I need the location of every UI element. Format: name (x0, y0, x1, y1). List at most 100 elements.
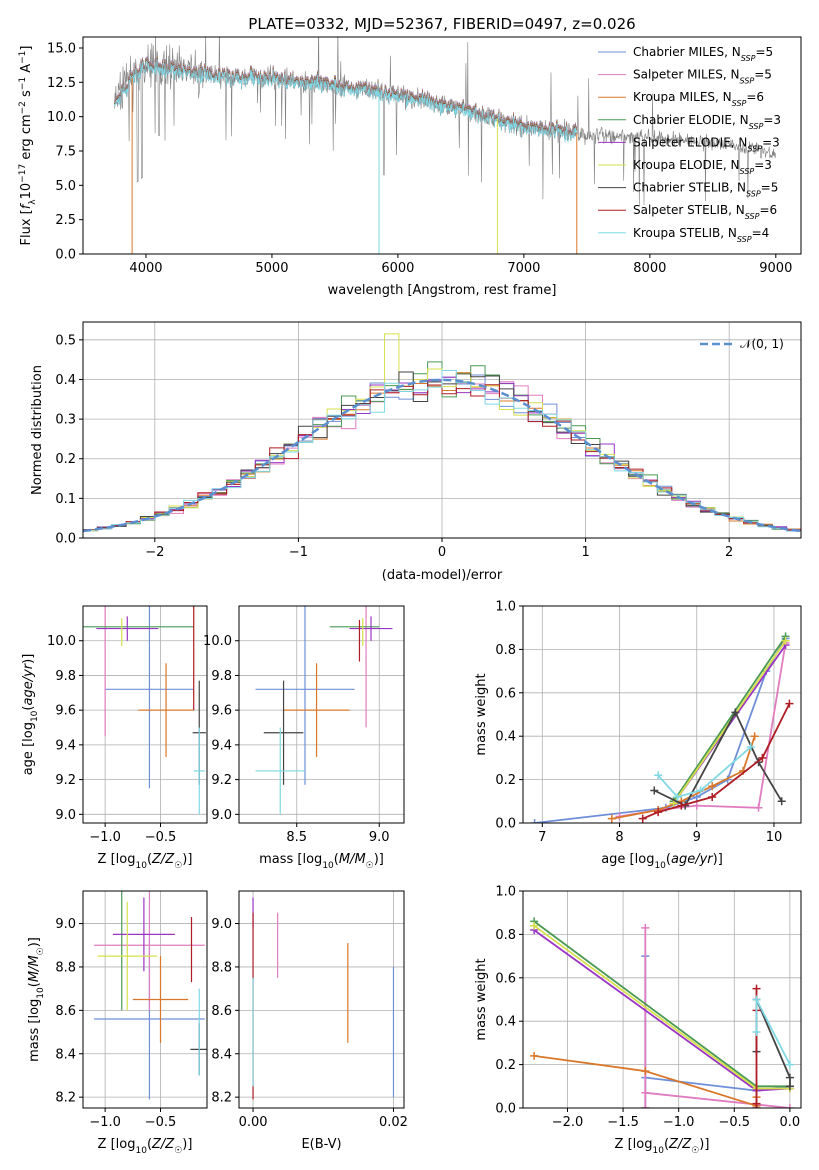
legend-label: Chabrier ELODIE, NSSP=3 (633, 113, 781, 131)
y-axis-label: Normed distribution (30, 365, 45, 495)
y-axis-label: mass weight (474, 958, 489, 1040)
y-tick-label: 2.5 (55, 213, 76, 228)
x-tick-label: 0.0 (780, 1115, 801, 1130)
mass-weight-marker (785, 1073, 794, 1082)
x-tick-label: 5000 (255, 261, 288, 276)
panel-mass-weight-vs-Z: −2.0 −1.5 −1.0 −0.5 0.0 0.0 0.2 0.4 0.6 0.8 1.0 Z [… (474, 885, 802, 1156)
model-spectrum-line (114, 59, 577, 143)
y-tick-label: 10.0 (47, 110, 76, 125)
legend-label: Salpeter STELIB, NSSP=6 (633, 203, 777, 221)
mass-weight-marker (754, 803, 763, 812)
y-tick-label: 0.0 (495, 1102, 516, 1117)
y-tick-label: 9.6 (211, 704, 232, 719)
mass-weight-line (672, 635, 787, 802)
x-tick-label: −1.0 (89, 830, 121, 845)
y-tick-label: 1.0 (495, 885, 516, 900)
y-tick-label: 12.5 (47, 76, 76, 91)
y-tick-label: 0.3 (55, 413, 76, 428)
y-tick-label: 8.4 (55, 1047, 76, 1062)
axes-frame (522, 605, 802, 824)
legend-label: Kroupa STELIB, NSSP=4 (633, 226, 769, 244)
mass-weight-marker (641, 923, 650, 932)
mass-weight-marker (692, 801, 701, 810)
y-axis-label: Flux [fλ10−17 erg cm−2 s−1 A−1] (18, 46, 38, 246)
plot-area (83, 606, 206, 815)
y-tick-label: 9.4 (211, 738, 232, 753)
plot-area (94, 891, 207, 1100)
x-axis-label: (data-model)/error (382, 568, 503, 583)
y-tick-label: 1.0 (495, 600, 516, 615)
mass-weight-marker (781, 636, 790, 645)
y-tick-label: 9.0 (55, 917, 76, 932)
x-tick-label: −1.0 (663, 1115, 695, 1130)
figure-title: PLATE=0332, MJD=52367, FIBERID=0497, z=0… (248, 15, 635, 33)
plot-area (252, 897, 395, 1100)
y-tick-label: 0.0 (55, 532, 76, 547)
x-tick-label: 6000 (381, 261, 414, 276)
y-tick-label: 8.6 (55, 1004, 76, 1019)
panel-spectrum: 4000 5000 6000 7000 8000 9000 0.0 2.5 5.0 7.5 10.0… (18, 36, 802, 298)
y-tick-label: 10.0 (47, 634, 76, 649)
mass-weight-marker (785, 1060, 794, 1069)
y-tick-label: 0.1 (55, 492, 76, 507)
mass-weight-marker (731, 708, 740, 717)
axes-frame (82, 36, 802, 255)
legend-label: 𝒩(0, 1) (740, 337, 784, 351)
x-tick-label: −0.5 (145, 830, 177, 845)
mass-weight-line (644, 956, 791, 1108)
x-tick-label: 10 (766, 830, 783, 845)
x-tick-label: 0.00 (239, 1115, 268, 1130)
y-tick-label: 0.4 (495, 1015, 516, 1030)
x-tick-label: 9.0 (369, 830, 390, 845)
panel-mass-vs-Z: −1.0 −0.5 8.2 8.4 8.6 8.8 9.0 Z [log10(Z/Z☉)] ma… (27, 890, 208, 1156)
mass-weight-marker (530, 1051, 539, 1060)
y-tick-label: 5.0 (55, 179, 76, 194)
mass-weight-marker (785, 1082, 794, 1091)
legend-label: Kroupa MILES, NSSP=6 (633, 90, 764, 108)
mass-weight-line (611, 735, 756, 820)
y-tick-label: 0.6 (495, 686, 516, 701)
x-tick-label: 4000 (129, 261, 162, 276)
legend-label: Kroupa ELODIE, NSSP=3 (633, 158, 772, 176)
x-tick-label: −1.0 (89, 1115, 121, 1130)
x-tick-label: 8.5 (286, 830, 307, 845)
x-tick-label: −1.5 (607, 1115, 639, 1130)
x-axis-label: Z [log10(Z/Z☉)] (615, 1137, 710, 1156)
mass-weight-marker (607, 814, 616, 823)
y-tick-label: 0.2 (495, 773, 516, 788)
axes-frame (82, 605, 208, 824)
panel-age-vs-mass: 8.5 9.0 9.0 9.2 9.4 9.6 9.8 10.0 mass [log10(M/M… (203, 605, 405, 871)
x-axis-label: Z [log10(Z/Z☉)] (98, 852, 193, 871)
mass-weight-marker (650, 786, 659, 795)
plot-area (530, 632, 794, 823)
y-tick-label: 0.5 (55, 333, 76, 348)
mass-weight-marker (752, 995, 761, 1004)
mass-weight-marker (777, 797, 786, 806)
y-axis-label: age [log10(age/yr)] (21, 654, 40, 776)
plot-area (114, 37, 777, 254)
y-tick-label: 9.6 (55, 704, 76, 719)
y-tick-label: 7.5 (55, 144, 76, 159)
x-tick-label: 2 (725, 545, 733, 560)
legend-label: Chabrier MILES, NSSP=5 (633, 45, 773, 63)
legend: Chabrier MILES, NSSP=5 Salpeter MILES, NS… (598, 45, 781, 243)
mass-weight-line (755, 999, 791, 1066)
x-tick-label: 8000 (633, 261, 666, 276)
axes-frame (238, 890, 405, 1109)
x-tick-label: −0.5 (718, 1115, 750, 1130)
x-tick-label: −2.0 (552, 1115, 584, 1130)
panel-residuals: −2 −1 0 1 2 0.0 0.1 0.2 0.3 0.4 0.5 𝒩(0, 1) (data-mo… (30, 321, 802, 583)
y-tick-label: 8.6 (211, 1004, 232, 1019)
y-tick-label: 0.4 (495, 730, 516, 745)
x-tick-label: 9 (693, 830, 701, 845)
y-tick-label: 0.8 (495, 928, 516, 943)
y-tick-label: 15.0 (47, 41, 76, 56)
mass-weight-line (755, 999, 791, 1087)
panel-age-vs-Z: −1.0 −0.5 9.0 9.2 9.4 9.6 9.8 10.0 Z [log10(Z/Z☉… (21, 605, 208, 871)
x-tick-label: 0.02 (379, 1115, 408, 1130)
x-axis-label: Z [log10(Z/Z☉)] (98, 1137, 193, 1156)
axes-frame (82, 890, 208, 1109)
y-tick-label: 8.8 (211, 960, 232, 975)
axes-frame (238, 605, 405, 824)
y-tick-label: 8.4 (211, 1047, 232, 1062)
